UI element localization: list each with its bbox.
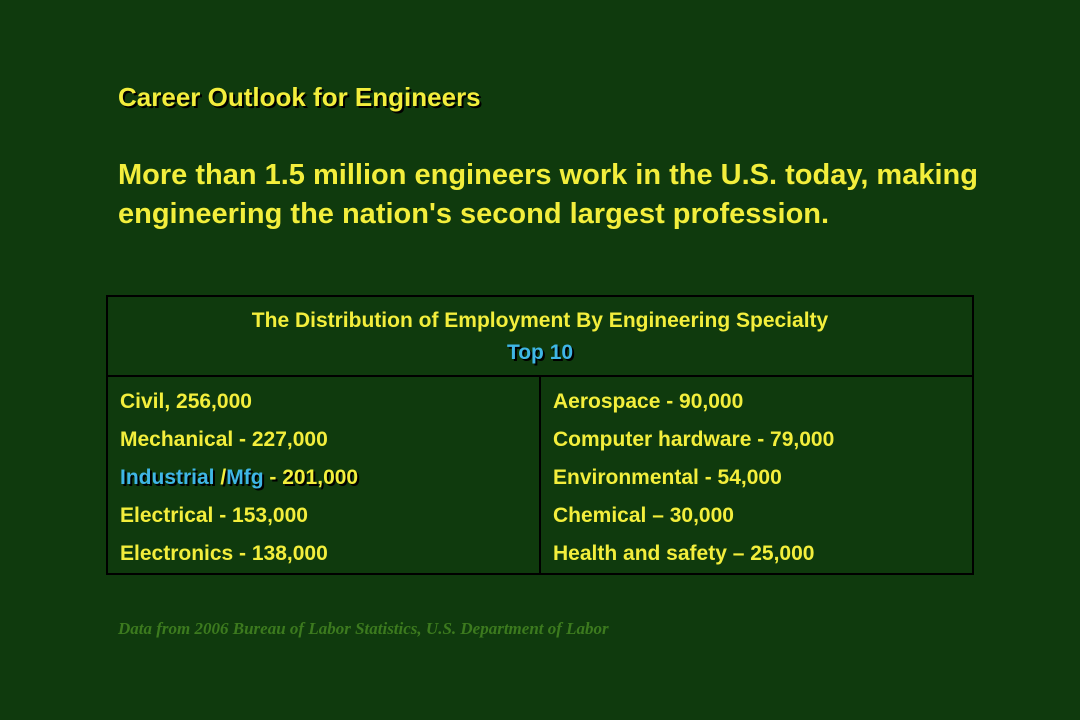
- source-citation: Data from 2006 Bureau of Labor Statistic…: [118, 619, 609, 638]
- list-item: Mechanical - 227,000: [120, 428, 328, 451]
- list-item: Civil, 256,000: [120, 390, 252, 413]
- slash-separator: /: [220, 466, 227, 489]
- table-subheading: Top 10: [506, 341, 574, 364]
- intro-paragraph: More than 1.5 million engineers work in …: [118, 159, 978, 230]
- list-item: Aerospace - 90,000: [553, 390, 744, 413]
- list-item-highlighted: Industrial /Mfg - 201,000: [120, 459, 539, 497]
- list-item: Health and safety – 25,000: [553, 542, 815, 565]
- mfg-label: Mfg: [226, 466, 264, 489]
- list-item: Chemical – 30,000: [553, 504, 734, 527]
- list-item: Computer hardware - 79,000: [553, 428, 835, 451]
- list-item: Electrical - 153,000: [120, 504, 308, 527]
- table-header-cell: The Distribution of Employment By Engine…: [106, 295, 974, 377]
- list-item: Electronics - 138,000: [120, 542, 328, 565]
- right-column-list: Aerospace - 90,000 Computer hardware - 7…: [541, 377, 972, 573]
- left-column-cell: Civil, 256,000 Mechanical - 227,000 Indu…: [106, 375, 541, 575]
- left-column-list: Civil, 256,000 Mechanical - 227,000 Indu…: [108, 377, 539, 573]
- table-header-row: The Distribution of Employment By Engine…: [106, 295, 974, 377]
- industrial-label: Industrial: [120, 466, 221, 489]
- table-body-row: Civil, 256,000 Mechanical - 227,000 Indu…: [106, 375, 974, 575]
- right-column-cell: Aerospace - 90,000 Computer hardware - 7…: [539, 375, 974, 575]
- table-heading: The Distribution of Employment By Engine…: [251, 309, 829, 332]
- industrial-count: - 201,000: [263, 466, 359, 489]
- list-item: Environmental - 54,000: [553, 466, 782, 489]
- page-title: Career Outlook for Engineers: [118, 82, 481, 112]
- employment-distribution-table: The Distribution of Employment By Engine…: [106, 295, 974, 575]
